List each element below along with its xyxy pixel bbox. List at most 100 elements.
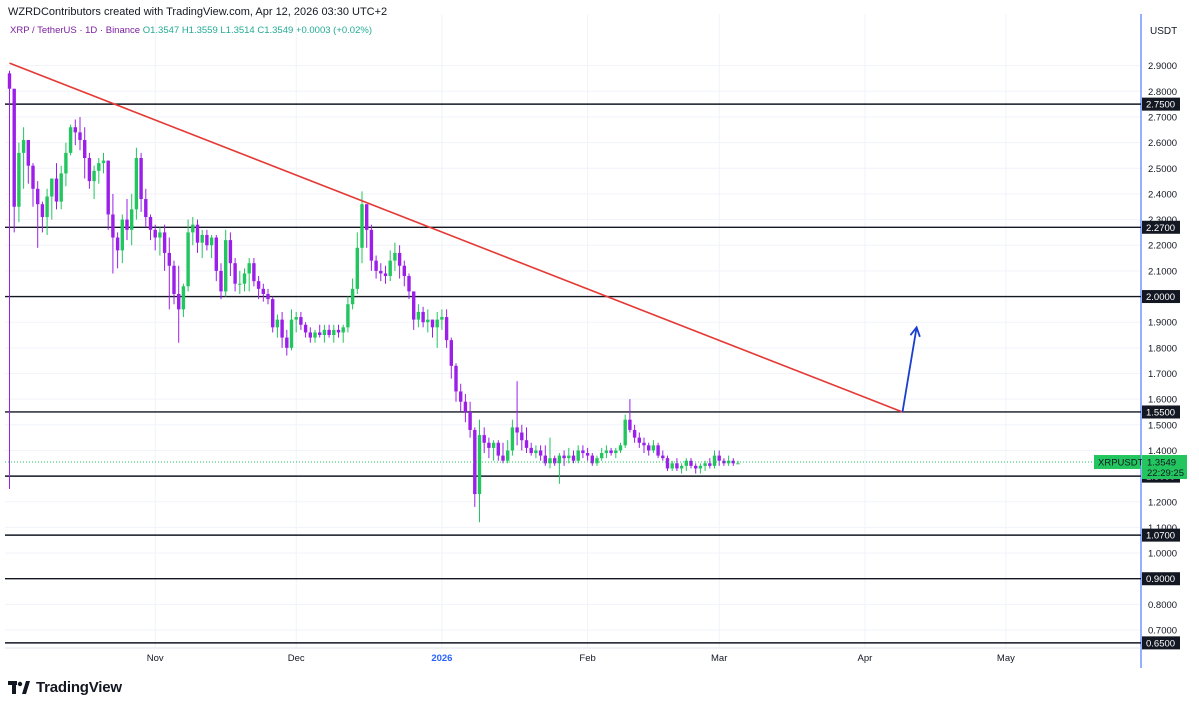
candle-body [618, 445, 623, 451]
candle-body [299, 317, 303, 325]
chart-credit: WZRDContributors created with TradingVie… [8, 6, 388, 18]
time-tick-label: Feb [579, 653, 595, 664]
brand-name: TradingView [36, 679, 122, 696]
candle-body [412, 291, 416, 320]
candle-body [482, 435, 486, 443]
candle-body [68, 127, 73, 153]
price-tick-label: 2.4000 [1148, 189, 1177, 200]
candle-body [139, 158, 143, 200]
candle-body [261, 288, 265, 294]
price-tick-label: 1.1000 [1148, 523, 1177, 534]
candle-body [722, 460, 726, 464]
candle-body [534, 450, 538, 454]
candle-body [369, 229, 374, 261]
trendline [9, 62, 903, 413]
candle-body [341, 327, 345, 333]
candle-body [336, 329, 341, 333]
candle-body [647, 445, 651, 451]
candle-body [285, 337, 289, 348]
candle-body [628, 419, 632, 430]
candle-body [576, 450, 580, 461]
candle-body [40, 204, 45, 218]
candle-body [303, 324, 308, 333]
candle-body [177, 293, 181, 310]
candles [7, 70, 740, 523]
candle-body [665, 458, 670, 469]
level-price-label: 1.5500 [1146, 407, 1175, 418]
candle-body [736, 463, 740, 465]
candle-body [684, 460, 688, 466]
price-tick-label: 1.0000 [1148, 549, 1177, 560]
candle-body [506, 450, 510, 461]
price-tick-label: 0.8000 [1148, 600, 1177, 611]
candle-body [266, 293, 270, 300]
candle-body [463, 401, 468, 412]
price-tick-label: 2.7000 [1148, 112, 1177, 123]
price-tick-label: 2.3000 [1148, 215, 1177, 226]
candle-body [120, 219, 124, 251]
candle-body [64, 152, 68, 174]
candle-body [97, 163, 101, 171]
candle-body [280, 319, 284, 338]
candle-body [167, 252, 171, 266]
tradingview-brand[interactable]: TradingView [8, 679, 122, 696]
time-tick-label: Mar [711, 653, 727, 664]
candle-body [661, 455, 665, 459]
price-scale-currency: USDT [1150, 26, 1178, 37]
candle-body [271, 299, 275, 328]
candle-body [679, 465, 684, 469]
candle-body [101, 160, 106, 164]
price-chart[interactable]: 0.70000.80000.90001.00001.10001.20001.30… [0, 0, 1199, 670]
candle-body [421, 311, 425, 323]
grid [5, 14, 1141, 648]
candle-body [543, 455, 547, 464]
candle-body [7, 73, 12, 89]
candle-body [162, 232, 167, 253]
candle-body [571, 455, 576, 461]
candle-body [172, 265, 176, 294]
candle-body [529, 447, 533, 454]
candle-body [510, 427, 515, 451]
candle-body [318, 332, 322, 336]
level-price-label: 0.9000 [1146, 574, 1175, 585]
candle-body [388, 260, 392, 277]
candle-body [402, 265, 406, 277]
level-price-tag [1142, 405, 1180, 419]
candle-body [83, 140, 87, 159]
time-tick-label: Apr [858, 653, 873, 664]
candle-body [186, 232, 190, 287]
price-axis: 0.70000.80000.90001.00001.10001.20001.30… [1140, 14, 1177, 668]
candle-body [12, 88, 16, 207]
level-price-tag [1142, 290, 1180, 304]
candle-body [158, 232, 162, 238]
candle-body [614, 450, 618, 454]
price-tick-label: 1.9000 [1148, 318, 1177, 329]
candle-body [78, 132, 82, 141]
candle-body [130, 209, 134, 230]
candle-body [703, 463, 707, 466]
current-price-tag [1142, 455, 1187, 480]
candle-body [200, 234, 204, 243]
candle-body [590, 455, 594, 464]
candle-body [694, 465, 698, 469]
candle-body [585, 453, 590, 456]
candle-body [637, 437, 641, 443]
candle-body [289, 319, 294, 348]
level-price-tag [1142, 636, 1180, 650]
legend-symbol: XRP / TetherUS · 1D · Binance [10, 25, 141, 36]
candle-body [632, 429, 637, 438]
price-tick-label: 2.1000 [1148, 266, 1177, 277]
legend-low: L1.3514 [220, 25, 255, 36]
candle-body [242, 273, 247, 284]
candle-body [87, 158, 92, 182]
candle-body [181, 286, 186, 310]
candle-body [609, 450, 613, 454]
candle-body [17, 152, 21, 207]
candle-body [595, 458, 599, 464]
level-price-label: 2.0000 [1146, 292, 1175, 303]
candle-body [374, 260, 378, 271]
candle-body [491, 442, 496, 448]
price-tick-label: 2.6000 [1148, 138, 1177, 149]
candle-body [313, 332, 317, 338]
level-price-tag [1142, 528, 1180, 542]
